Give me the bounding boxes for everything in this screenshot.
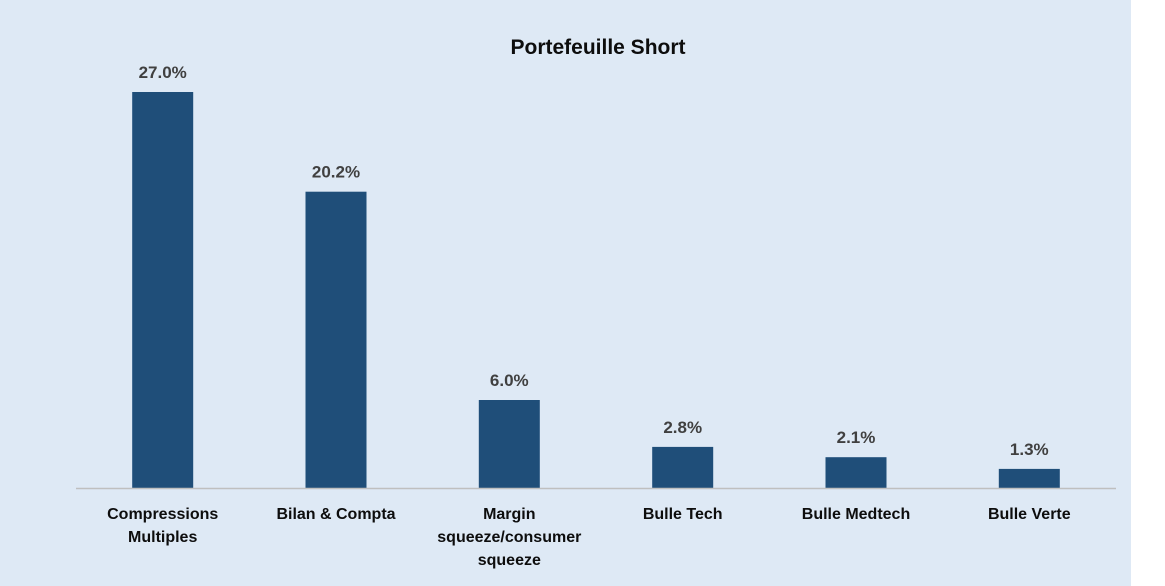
category-label-line: Bulle Medtech [802, 506, 910, 523]
value-label-3: 2.8% [663, 418, 702, 437]
value-label-2: 6.0% [490, 371, 529, 390]
bar-3 [652, 446, 714, 488]
category-label-line: Compressions [107, 506, 218, 523]
category-label-4: Bulle Medtech [802, 506, 910, 523]
bar-1 [305, 191, 367, 488]
category-label-line: squeeze/consumer [437, 529, 581, 546]
category-label-line: Bilan & Compta [276, 506, 395, 523]
bar-4 [825, 457, 887, 488]
category-label-line: squeeze [478, 552, 541, 569]
category-label-line: Multiples [128, 529, 197, 546]
category-label-0: Compressions Multiples [107, 506, 218, 546]
chart-title: Portefeuille Short [510, 36, 685, 59]
value-label-1: 20.2% [312, 163, 360, 182]
bar-5 [998, 468, 1060, 488]
chart-panel: Portefeuille Short 27.0% 20.2% 6.0% 2.8% 2.1… [0, 0, 1131, 586]
value-labels-layer: 27.0% 20.2% 6.0% 2.8% 2.1% 1.3% [139, 63, 1049, 459]
bars-layer [132, 92, 1060, 488]
category-label-3: Bulle Tech [643, 506, 723, 523]
value-label-0: 27.0% [139, 63, 187, 82]
category-labels-layer: Compressions Multiples Bilan & Compta Margi… [107, 506, 1071, 569]
bar-chart: Portefeuille Short 27.0% 20.2% 6.0% 2.8% 2.1… [0, 0, 1131, 586]
category-label-1: Bilan & Compta [276, 506, 395, 523]
category-label-5: Bulle Verte [988, 506, 1071, 523]
bar-0 [132, 92, 194, 488]
category-label-line: Margin [483, 506, 535, 523]
value-label-5: 1.3% [1010, 440, 1049, 459]
bar-2 [478, 400, 540, 488]
value-label-4: 2.1% [837, 428, 876, 447]
category-label-line: Bulle Tech [643, 506, 723, 523]
category-label-line: Bulle Verte [988, 506, 1071, 523]
category-label-2: Margin squeeze/consumer squeeze [437, 506, 581, 569]
